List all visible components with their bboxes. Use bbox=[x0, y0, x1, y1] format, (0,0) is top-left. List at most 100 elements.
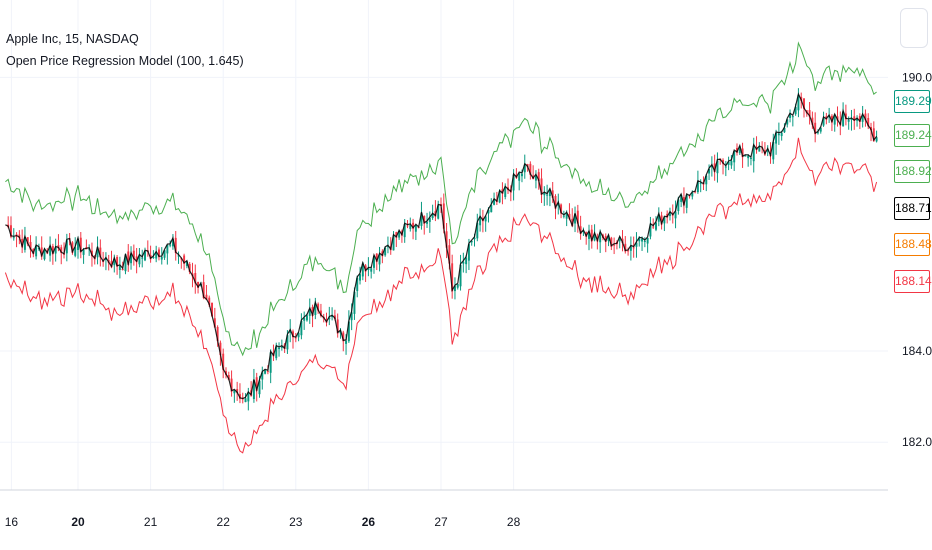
candle-body bbox=[183, 255, 186, 264]
candle-body bbox=[565, 213, 568, 219]
candle-body bbox=[227, 375, 230, 380]
candle-body bbox=[484, 216, 487, 222]
candle-body bbox=[65, 240, 68, 254]
candle-body bbox=[247, 392, 250, 402]
candle-body bbox=[638, 238, 641, 242]
candle-body bbox=[208, 297, 211, 305]
candle-body bbox=[79, 237, 82, 253]
candle-body bbox=[428, 218, 431, 222]
candle-body bbox=[736, 147, 738, 153]
candle-body bbox=[171, 238, 174, 247]
candle-body bbox=[716, 160, 719, 174]
candle-body bbox=[364, 265, 367, 272]
candle-body bbox=[741, 148, 744, 158]
candle-body bbox=[297, 332, 300, 338]
x-tick-label: 22 bbox=[217, 515, 231, 529]
candle-body bbox=[211, 303, 214, 317]
candle-body bbox=[166, 245, 169, 254]
candle-body bbox=[842, 111, 845, 127]
price-tag: 188.71 bbox=[894, 197, 932, 220]
lower-band-line bbox=[4, 137, 878, 454]
candle-body bbox=[314, 303, 317, 315]
candle-body bbox=[685, 194, 688, 208]
candle-body bbox=[777, 133, 780, 136]
candle-body bbox=[724, 166, 727, 168]
candle-body bbox=[562, 215, 565, 217]
candle-body bbox=[152, 256, 155, 258]
candle-body bbox=[426, 221, 429, 224]
model-line bbox=[5, 92, 878, 400]
candle-body bbox=[370, 268, 373, 272]
candle-body bbox=[345, 340, 348, 344]
candle-body bbox=[177, 255, 180, 257]
candle-body bbox=[409, 224, 412, 229]
candle-body bbox=[77, 238, 79, 250]
candle-body bbox=[775, 132, 778, 144]
candle-body bbox=[213, 318, 216, 328]
candle-body bbox=[132, 250, 135, 260]
y-tick-label: 184.00 bbox=[902, 344, 932, 358]
candle-body bbox=[347, 321, 350, 342]
y-tick-label: 190.00 bbox=[902, 70, 932, 84]
candle-body bbox=[406, 225, 409, 227]
candle-body bbox=[727, 162, 730, 165]
candle-body bbox=[699, 182, 702, 184]
candle-body bbox=[780, 132, 783, 137]
candle-body bbox=[655, 222, 657, 230]
candle-body bbox=[657, 214, 660, 222]
candle-body bbox=[359, 274, 361, 281]
candle-body bbox=[222, 353, 225, 370]
candle-body bbox=[197, 281, 200, 288]
candle-body bbox=[858, 115, 861, 122]
candle-body bbox=[738, 146, 741, 154]
candle-body bbox=[289, 330, 292, 334]
candle-body bbox=[57, 245, 60, 249]
chart-legend: Apple Inc, 15, NASDAQ Open Price Regress… bbox=[6, 28, 244, 72]
candle-body bbox=[258, 380, 261, 395]
candle-body bbox=[386, 246, 389, 248]
candle-body bbox=[51, 246, 54, 255]
candle-body bbox=[758, 147, 761, 152]
y-tick-label: 182.00 bbox=[902, 435, 932, 449]
candle-body bbox=[113, 258, 116, 266]
candle-body bbox=[814, 122, 817, 135]
candle-body bbox=[138, 255, 141, 265]
candle-body bbox=[188, 263, 191, 272]
candle-body bbox=[43, 249, 46, 260]
candle-body bbox=[420, 212, 423, 226]
candle-body bbox=[504, 187, 507, 197]
candle-body bbox=[730, 160, 733, 166]
candle-body bbox=[819, 127, 822, 132]
candle-body bbox=[403, 224, 406, 238]
candle-body bbox=[336, 319, 339, 334]
x-tick-label: 26 bbox=[362, 515, 376, 529]
chart-settings-button[interactable] bbox=[900, 8, 928, 48]
candle-body bbox=[319, 310, 322, 316]
candle-body bbox=[744, 155, 747, 157]
price-tag: 189.24 bbox=[894, 124, 932, 147]
candle-body bbox=[576, 210, 579, 224]
candle-body bbox=[875, 137, 878, 142]
candle-body bbox=[294, 337, 297, 339]
candle-body bbox=[356, 277, 359, 292]
candle-body bbox=[660, 215, 663, 225]
candle-body bbox=[551, 190, 554, 198]
candle-body bbox=[694, 191, 697, 193]
candle-body bbox=[308, 308, 311, 316]
indicator-title: Open Price Regression Model (100, 1.645) bbox=[6, 54, 244, 68]
candle-body bbox=[618, 237, 621, 242]
upper-band-line bbox=[5, 41, 877, 357]
candle-body bbox=[305, 315, 308, 321]
candle-body bbox=[696, 181, 699, 193]
candle-body bbox=[121, 268, 124, 270]
candle-body bbox=[40, 247, 43, 257]
price-tag: 188.14 bbox=[894, 270, 932, 293]
candle-body bbox=[459, 264, 462, 287]
candle-body bbox=[867, 117, 870, 127]
candle-body bbox=[490, 205, 493, 213]
x-tick-label: 23 bbox=[289, 515, 303, 529]
candle-body bbox=[453, 286, 456, 292]
candle-body bbox=[604, 236, 607, 242]
candle-body bbox=[473, 237, 476, 240]
